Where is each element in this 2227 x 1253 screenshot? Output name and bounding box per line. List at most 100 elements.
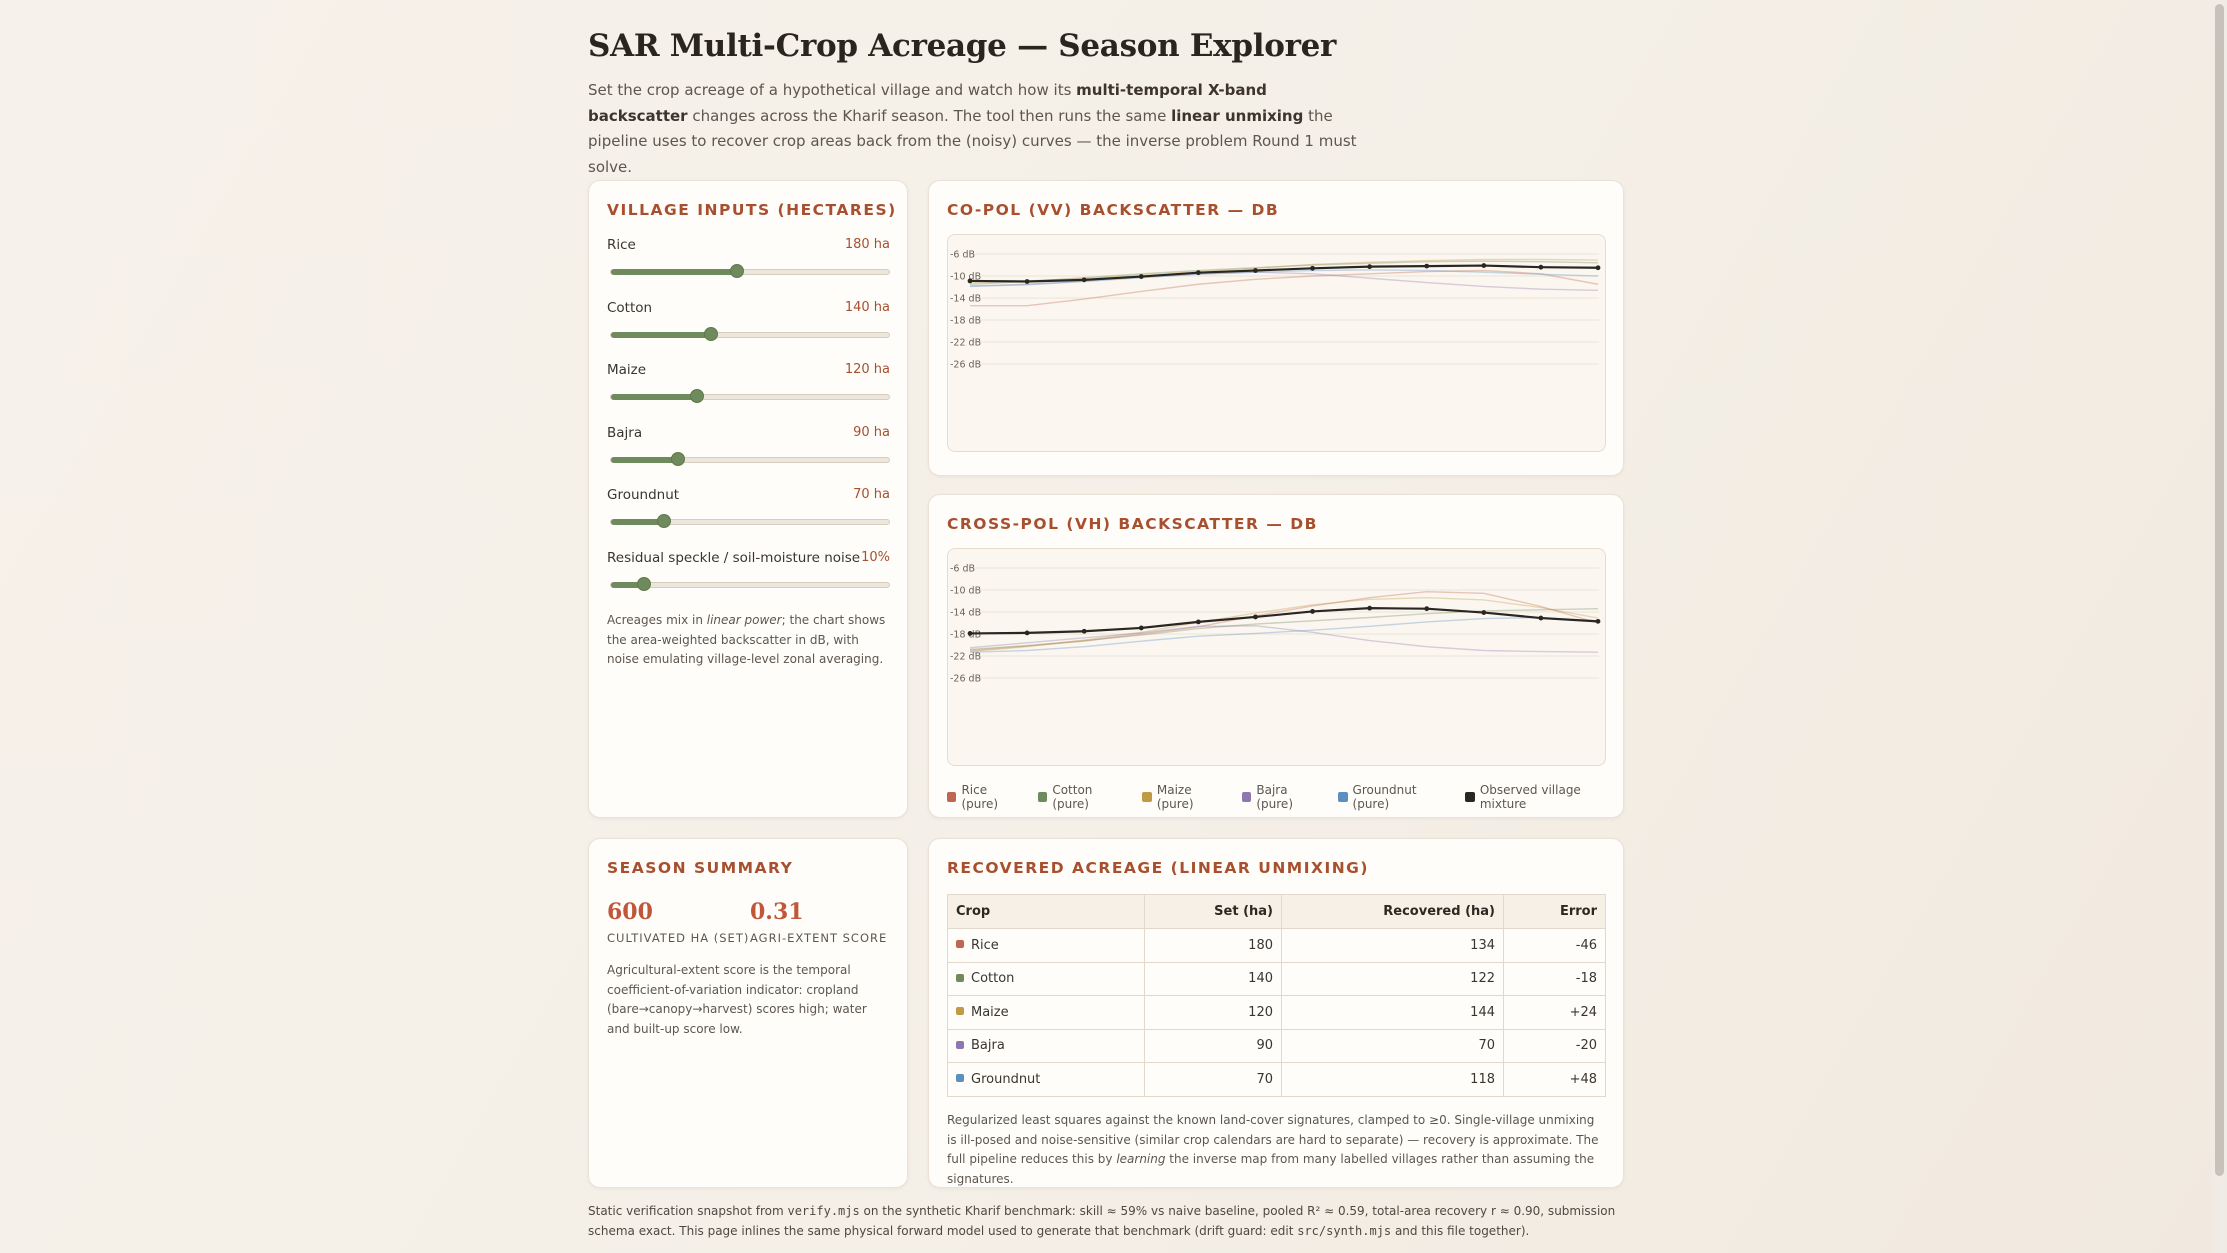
slider-thumb[interactable]: [637, 576, 652, 591]
cell-error: +48: [1503, 1062, 1606, 1097]
slider-label: Residual speckle / soil-moisture noise: [607, 549, 861, 566]
slider-row: Maize 120 ha: [607, 362, 890, 406]
slider-track[interactable]: [610, 264, 890, 278]
y-tick-label: -14 dB: [950, 294, 981, 305]
slider-value: 140 ha: [844, 299, 890, 315]
series-line-pure: [969, 596, 1599, 653]
legend-swatch: [1338, 792, 1348, 802]
slider-thumb[interactable]: [730, 264, 745, 278]
data-point: [1253, 614, 1258, 620]
series-line-pure: [970, 269, 1599, 307]
slider-value: 120 ha: [844, 362, 890, 377]
village-inputs-title: Village inputs (hectares): [607, 201, 897, 219]
recovered-acreage-panel: Recovered acreage (linear unmixing) Crop…: [928, 838, 1624, 1188]
stat-cultivated-value: 600: [607, 899, 653, 925]
slider-row: Bajra 90 ha: [607, 425, 890, 469]
cell-error: -18: [1503, 961, 1606, 996]
slider-value: 90 ha: [853, 424, 890, 440]
legend-item: Bajra (pure): [1241, 783, 1324, 811]
cell-recovered: 122: [1281, 961, 1504, 996]
crop-swatch: [956, 973, 964, 982]
legend-swatch: [1142, 792, 1152, 802]
cell-crop: Maize: [947, 995, 1145, 1030]
slider-fill: [611, 269, 738, 275]
y-tick-label: -18 dB: [950, 316, 981, 327]
intro-part: the pipeline uses to recover crop areas …: [588, 106, 1357, 176]
table-row: Cotton 140 122 -18: [947, 961, 1606, 996]
col-set: Set (ha): [1144, 894, 1282, 929]
data-point: [1024, 630, 1030, 636]
slider-label: Bajra: [607, 424, 643, 441]
slider-thumb[interactable]: [690, 389, 705, 403]
cell-set: 180: [1144, 928, 1282, 963]
slider-value: 70 ha: [853, 487, 890, 502]
footer-code: verify.mjs: [787, 1204, 860, 1218]
crop-name: Cotton: [971, 971, 1015, 987]
slider-track[interactable]: [610, 451, 890, 466]
col-crop: Crop: [947, 894, 1145, 929]
legend-label: Maize (pure): [1156, 783, 1194, 811]
slider-value: 10%: [861, 549, 890, 565]
y-tick-label: -22 dB: [950, 652, 981, 663]
stat-cultivated-label: CULTIVATED HA (SET): [607, 931, 750, 945]
season-summary-panel: Season summary 600 CULTIVATED HA (SET) 0…: [588, 838, 908, 1188]
slider-row: Groundnut 70 ha: [607, 487, 890, 531]
slider-fill: [611, 581, 645, 588]
slider-thumb[interactable]: [670, 451, 685, 466]
legend-swatch: [947, 792, 957, 802]
legend-swatch: [1037, 792, 1048, 802]
slider-track[interactable]: [610, 326, 890, 341]
slider-row: Residual speckle / soil-moisture noise 10…: [607, 550, 890, 594]
cell-error: -20: [1503, 1028, 1606, 1063]
stat-agri-extent: 0.31 AGRI-EXTENT SCORE: [750, 899, 887, 945]
legend-swatch: [1465, 792, 1475, 802]
note-part: the inverse map from many labelled villa…: [947, 1152, 1595, 1186]
col-recovered: Recovered (ha): [1281, 894, 1504, 929]
table-row: Groundnut 70 118 +48: [947, 1062, 1606, 1097]
data-point: [1424, 606, 1430, 612]
data-point: [1538, 615, 1544, 621]
legend-label: Groundnut (pure): [1352, 783, 1417, 811]
recovered-note: Regularized least squares against the kn…: [947, 1111, 1607, 1189]
slider-fill: [611, 394, 698, 400]
scrollbar-thumb[interactable]: [2215, 4, 2224, 1176]
data-point: [1310, 265, 1315, 271]
vv-chart-panel: Co-pol (VV) backscatter — dB -6 dB -10 dB…: [928, 180, 1624, 476]
vv-chart-svg: -6 dB -10 dB -14 dB -18 dB -22 dB -26 dB: [950, 250, 1601, 371]
slider-thumb[interactable]: [704, 326, 719, 341]
table-row: Bajra 90 70 -20: [947, 1028, 1606, 1063]
chart-legend: Rice (pure) Cotton (pure) Maize (pure) Bajr…: [947, 783, 1623, 811]
cell-error: -46: [1503, 928, 1606, 963]
crop-name: Rice: [971, 937, 999, 953]
legend-swatch: [1241, 792, 1252, 802]
page-scrollbar[interactable]: [2212, 0, 2227, 1253]
series-line-pure: [969, 269, 1599, 288]
series-line-pure: [969, 271, 1599, 291]
data-point: [1481, 263, 1487, 268]
data-point: [1595, 618, 1601, 624]
footer-code: src/synth.mjs: [1297, 1223, 1392, 1238]
series-line-pure: [969, 616, 1599, 653]
slider-label: Maize: [607, 362, 647, 378]
stat-cultivated: 600 CULTIVATED HA (SET): [607, 899, 749, 945]
legend-item: Rice (pure): [947, 783, 1024, 811]
series-line-pure: [969, 608, 1599, 651]
legend-label: Cotton (pure): [1052, 783, 1093, 811]
slider-row: Cotton 140 ha: [607, 300, 890, 344]
slider-track[interactable]: [610, 514, 890, 528]
slider-track[interactable]: [610, 576, 890, 591]
note-part: Regularized least squares against the kn…: [947, 1113, 1599, 1166]
slider-thumb[interactable]: [656, 514, 671, 528]
slider-track[interactable]: [610, 389, 890, 403]
cell-crop: Groundnut: [947, 1062, 1145, 1097]
season-summary-title: Season summary: [607, 859, 794, 877]
series-line-observed: [969, 607, 1599, 635]
series-line-observed: [969, 264, 1599, 283]
cell-recovered: 118: [1281, 1062, 1504, 1097]
legend-label: Observed village mixture: [1479, 783, 1581, 811]
page-title: SAR Multi-Crop Acreage — Season Explorer: [588, 28, 1337, 64]
data-point: [1595, 265, 1601, 271]
note-part: ; the chart shows the area-weighted back…: [607, 613, 886, 666]
y-tick-label: -6 dB: [950, 564, 975, 575]
slider-label: Groundnut: [607, 487, 680, 503]
